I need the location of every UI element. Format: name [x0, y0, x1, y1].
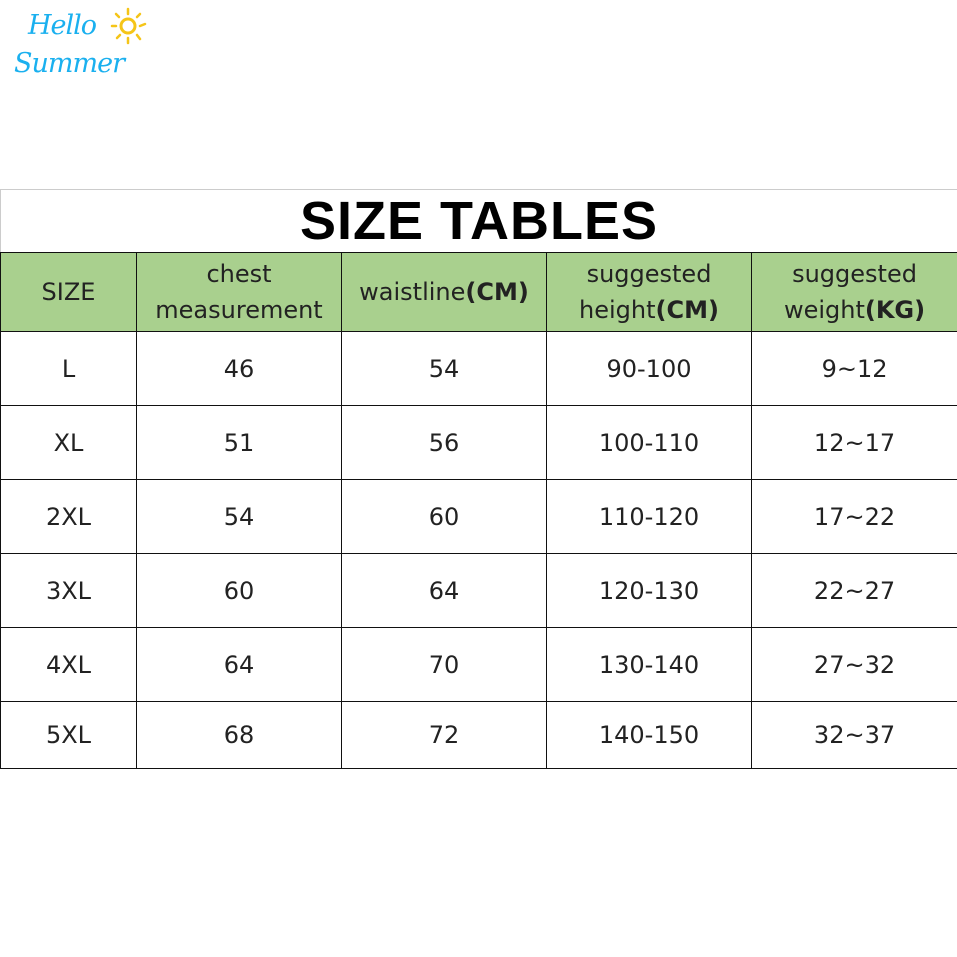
table-cell: 56 — [341, 405, 547, 480]
header-cell: suggested weight(KG) — [750, 252, 957, 332]
header-cell: chest measurement — [136, 252, 342, 332]
header-label: waistline — [359, 278, 466, 306]
table-cell: 100-110 — [546, 405, 752, 480]
table-cell: 22~27 — [750, 553, 957, 628]
table-row: XL 51 56 100-110 12~17 — [0, 405, 957, 480]
table-cell: 140-150 — [546, 701, 752, 769]
table-cell: 130-140 — [546, 627, 752, 702]
table-cell: 2XL — [0, 479, 137, 554]
table-cell: 70 — [341, 627, 547, 702]
header-label: suggested height — [579, 260, 712, 324]
logo-text-hello: Hello — [28, 10, 97, 41]
sun-icon — [110, 7, 147, 45]
table-cell: 54 — [136, 479, 342, 554]
table-title: SIZE TABLES — [0, 189, 957, 253]
table-cell: 12~17 — [750, 405, 957, 480]
table-cell: 60 — [341, 479, 547, 554]
table-cell: L — [0, 331, 137, 406]
table-row: 3XL 60 64 120-130 22~27 — [0, 553, 957, 628]
header-row: SIZE chest measurement waistline(CM) sugges… — [0, 252, 957, 332]
table-cell: 46 — [136, 331, 342, 406]
table-cell: 120-130 — [546, 553, 752, 628]
table-cell: 54 — [341, 331, 547, 406]
table-row: 5XL 68 72 140-150 32~37 — [0, 701, 957, 769]
header-unit: (KG) — [864, 296, 926, 324]
header-cell: SIZE — [0, 252, 137, 332]
header-label: suggested weight — [783, 260, 917, 324]
table-cell: 51 — [136, 405, 342, 480]
header-cell: waistline(CM) — [341, 252, 547, 332]
logo-text-summer: Summer — [14, 48, 125, 79]
table-cell: 60 — [136, 553, 342, 628]
header-unit: (CM) — [465, 278, 529, 306]
table-cell: 17~22 — [750, 479, 957, 554]
header-unit: (CM) — [655, 296, 719, 324]
table-cell: 3XL — [0, 553, 137, 628]
table-cell: 72 — [341, 701, 547, 769]
table-cell: 68 — [136, 701, 342, 769]
table-cell: 5XL — [0, 701, 137, 769]
table-cell: 64 — [136, 627, 342, 702]
hello-summer-logo: Hello Summer — [10, 4, 150, 92]
table-cell: 32~37 — [750, 701, 957, 769]
size-table: SIZE TABLES SIZE chest measurement waistli… — [0, 189, 957, 769]
table-cell: 64 — [341, 553, 547, 628]
table-row: 2XL 54 60 110-120 17~22 — [0, 479, 957, 554]
table-cell: 27~32 — [750, 627, 957, 702]
header-cell: suggested height(CM) — [546, 252, 752, 332]
table-cell: 90-100 — [546, 331, 752, 406]
table-cell: 110-120 — [546, 479, 752, 554]
table-cell: 9~12 — [750, 331, 957, 406]
header-label: chest measurement — [155, 260, 323, 324]
table-cell: XL — [0, 405, 137, 480]
table-cell: 4XL — [0, 627, 137, 702]
table-row: 4XL 64 70 130-140 27~32 — [0, 627, 957, 702]
table-row: L 46 54 90-100 9~12 — [0, 331, 957, 406]
header-label: SIZE — [41, 278, 96, 306]
